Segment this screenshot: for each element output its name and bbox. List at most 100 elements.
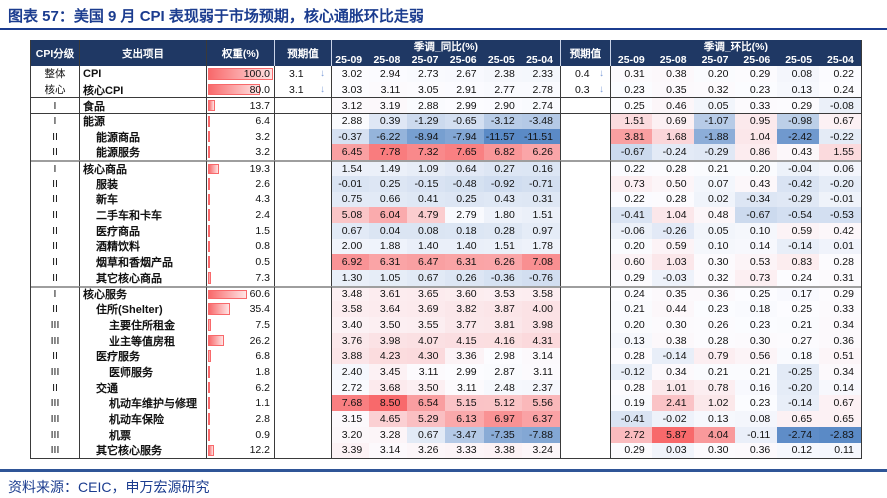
yoy-cell: -11.57 [483,128,522,145]
yoy-cell: 2.99 [445,364,484,380]
month-header-yoy: 25-05 [483,53,522,66]
mom-cell: 0.02 [693,191,736,208]
expected-yoy-cell: 3.1 ↓ [274,66,331,82]
yoy-cell: 3.11 [445,379,484,396]
yoy-cell: 6.13 [445,411,484,427]
mom-cell: -0.67 [735,207,778,223]
mom-cell: -0.06 [609,222,652,239]
group-header-yoy: 季调_同比(%) [331,40,560,53]
yoy-cell: 3.55 [407,317,446,333]
level-cell: I [31,97,79,113]
weight-value: 0.9 [255,428,270,441]
level-cell: III [50,318,60,331]
yoy-cell: 3.03 [331,81,370,98]
yoy-cell: 2.98 [483,348,522,365]
mom-cell: 1.51 [609,113,652,129]
mom-cell: 4.04 [693,426,736,443]
mom-cell: -0.14 [777,238,820,255]
weight-cell: 0.5 [206,254,274,270]
mom-cell: 0.34 [819,364,861,380]
expected-yoy-cell [274,364,331,380]
mom-cell: 0.43 [777,144,820,161]
weight-value: 6.2 [255,381,270,394]
mom-cell: 0.38 [651,332,694,349]
expected-yoy-cell [274,395,331,412]
yoy-cell: 3.39 [331,442,370,459]
yoy-cell: 5.56 [521,395,560,412]
weight-value: 1.8 [255,365,270,378]
mom-cell: 0.30 [735,332,778,349]
mom-cell: 0.67 [819,113,861,129]
yoy-cell: 2.77 [483,81,522,98]
yoy-cell: -0.48 [445,175,484,192]
month-header-yoy: 25-07 [407,53,446,66]
yoy-cell: 3.98 [369,332,408,349]
level-cell: 核心 [44,84,66,97]
cpi-table: CPI分级 支出项目 权重(%) 预期值 季调_同比(%) 预期值 季调_环比(%) 25-0… [30,40,862,460]
expected-mom-cell [559,364,610,380]
expected-yoy-cell [274,254,331,270]
mom-cell: -1.07 [693,113,736,129]
mom-cell: 0.30 [693,442,736,459]
group-header-mom: 季调_环比(%) [609,40,861,53]
mom-cell: -2.42 [777,128,820,145]
weight-cell: 7.3 [206,269,274,286]
expected-yoy-cell [274,238,331,255]
expected-mom-cell [559,301,610,317]
source-text: 资料来源：CEIC，申万宏源研究 [8,479,210,495]
weight-value: 19.3 [249,162,270,175]
mom-cell: -0.41 [609,207,652,223]
yoy-cell: 0.25 [369,175,408,192]
item-cell: 医疗服务 [79,348,206,365]
yoy-cell: 2.38 [483,66,522,82]
level-cell: I [31,285,79,302]
level-cell: II [52,240,58,253]
mom-cell: 0.35 [651,81,694,98]
item-cell: 核心商品 [79,160,206,176]
mom-cell: -0.67 [609,144,652,161]
yoy-cell: 3.48 [331,285,370,302]
yoy-cell: 3.11 [521,364,560,380]
down-arrow-icon: ↓ [320,68,325,80]
yoy-cell: 6.97 [483,411,522,427]
weight-value: 4.3 [255,193,270,206]
mom-cell: -0.20 [777,379,820,396]
yoy-cell: 0.66 [369,191,408,208]
month-header-mom: 25-09 [609,53,652,66]
yoy-cell: 1.88 [369,238,408,255]
yoy-cell: 1.05 [369,269,408,286]
yoy-cell: 3.36 [445,348,484,365]
mom-cell: 5.87 [651,426,694,443]
mom-cell: -0.01 [819,191,861,208]
expected-mom-cell [559,238,610,255]
yoy-cell: 3.33 [445,442,484,459]
item-cell: 住所(Shelter) [79,301,206,317]
mom-cell: 0.78 [693,379,736,396]
col-header-expected-mom: 预期值 [559,40,610,66]
yoy-cell: 2.88 [331,113,370,129]
month-header-mom: 25-05 [777,53,820,66]
mom-cell: 0.18 [735,301,778,317]
weight-value: 100.0 [243,67,270,80]
expected-mom-cell [559,269,610,286]
mom-cell: -0.12 [609,364,652,380]
source-divider [0,469,887,472]
weight-cell: 13.7 [206,97,274,114]
weight-value: 2.4 [255,209,270,222]
weight-cell: 80.0 [206,81,274,98]
mom-cell: 0.19 [609,395,652,412]
weight-cell: 3.2 [206,144,274,161]
col-header-item: 支出项目 [79,40,206,66]
mom-cell: 0.28 [651,191,694,208]
item-cell: 医疗商品 [79,222,206,239]
weight-value: 6.8 [255,350,270,363]
mom-cell: 0.16 [735,379,778,396]
mom-cell: 0.33 [735,97,778,114]
weight-cell: 1.5 [206,222,274,239]
yoy-cell: 0.04 [369,222,408,239]
yoy-cell: 3.28 [369,426,408,443]
yoy-cell: 1.80 [483,207,522,223]
expected-yoy-cell [274,222,331,239]
yoy-cell: 3.24 [521,442,560,459]
mom-cell: 0.10 [735,222,778,239]
